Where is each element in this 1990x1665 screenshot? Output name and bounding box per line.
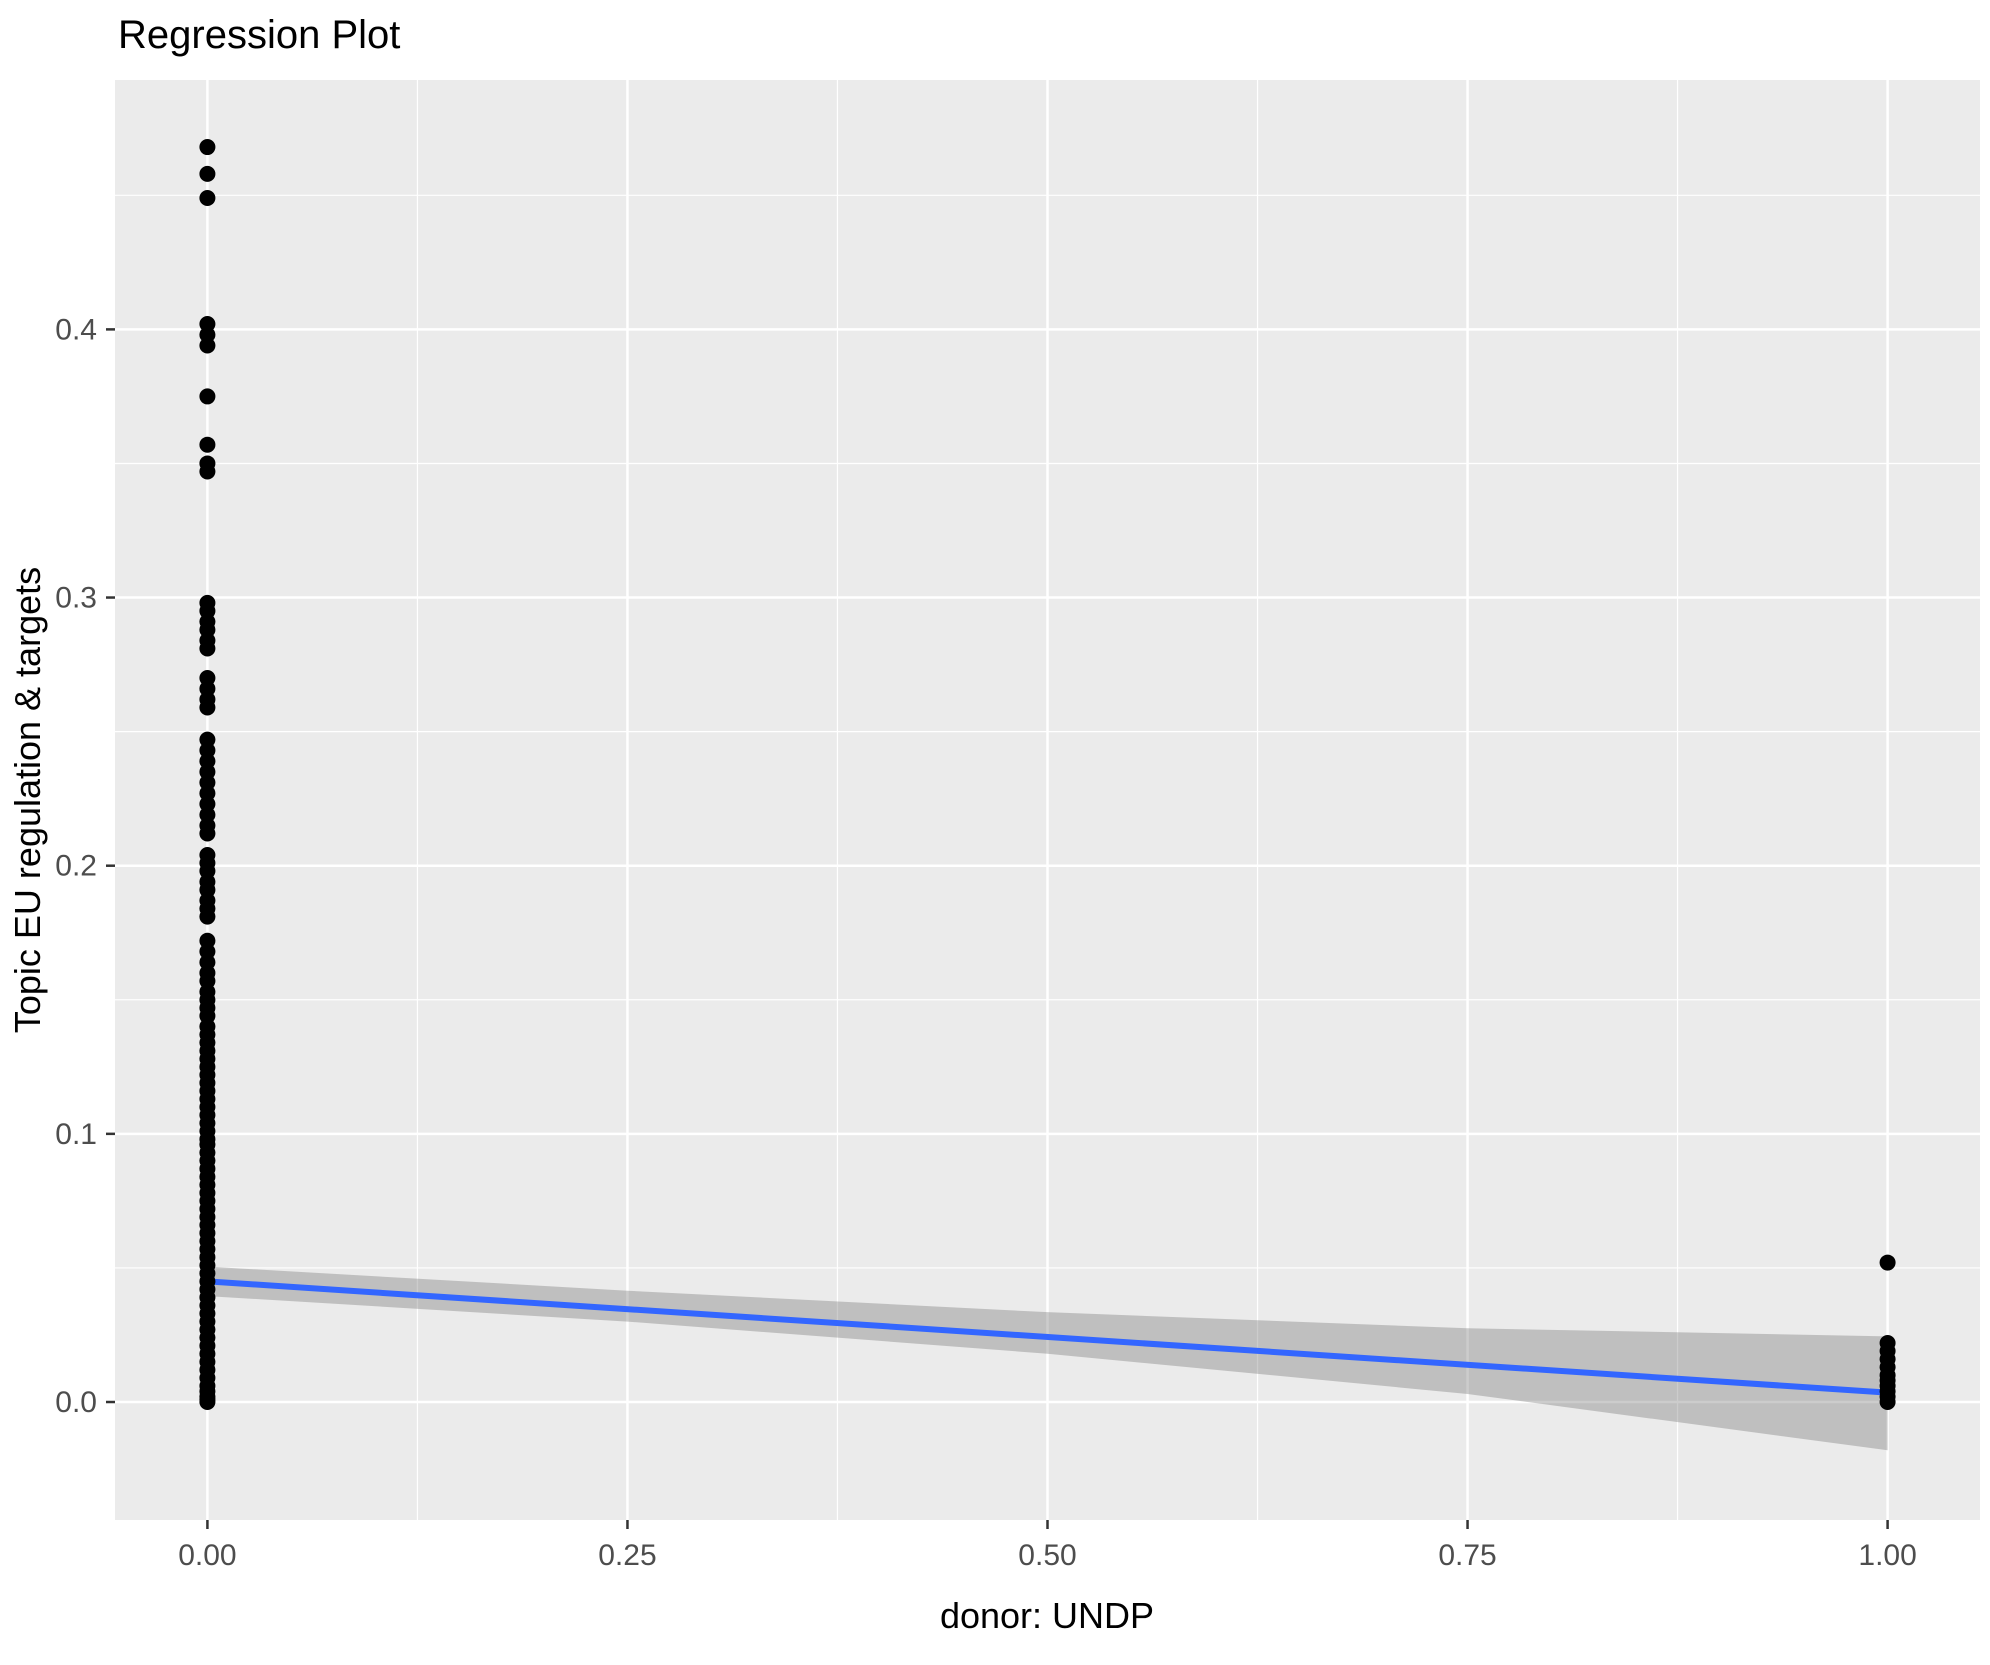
data-point (199, 699, 216, 716)
chart-title: Regression Plot (118, 13, 400, 57)
chart-layer: 0.00 0.25 0.50 0.75 1.00 0.0 0.1 0.2 0.3 0.4 (55, 80, 1980, 1572)
y-tick-label: 0.2 (55, 850, 97, 883)
regression-line (204, 1278, 1891, 1396)
data-point (199, 165, 216, 182)
data-point (199, 908, 216, 925)
data-point (199, 640, 216, 657)
x-tick-label: 0.75 (1438, 1539, 1496, 1572)
data-point (199, 388, 216, 405)
data-point (199, 825, 216, 842)
y-axis-label: Topic EU regulation & targets (7, 567, 48, 1033)
data-point (199, 189, 216, 206)
y-tick-label: 0.3 (55, 582, 97, 615)
data-point (199, 337, 216, 354)
x-tick-label: 0.00 (178, 1539, 236, 1572)
x-tick-label: 1.00 (1858, 1539, 1916, 1572)
x-axis-label: donor: UNDP (940, 1595, 1154, 1636)
confidence-band (207, 1266, 1888, 1451)
x-tick-label: 0.25 (598, 1539, 656, 1572)
y-tick-label: 0.1 (55, 1118, 97, 1151)
y-tick-label: 0.0 (55, 1386, 97, 1419)
y-tick-label: 0.4 (55, 313, 97, 346)
data-point (199, 463, 216, 480)
data-point (199, 436, 216, 453)
data-point (199, 1394, 216, 1411)
data-point (1879, 1394, 1896, 1411)
data-point (1879, 1254, 1896, 1271)
x-tick-label: 0.50 (1018, 1539, 1076, 1572)
data-point (199, 139, 216, 156)
